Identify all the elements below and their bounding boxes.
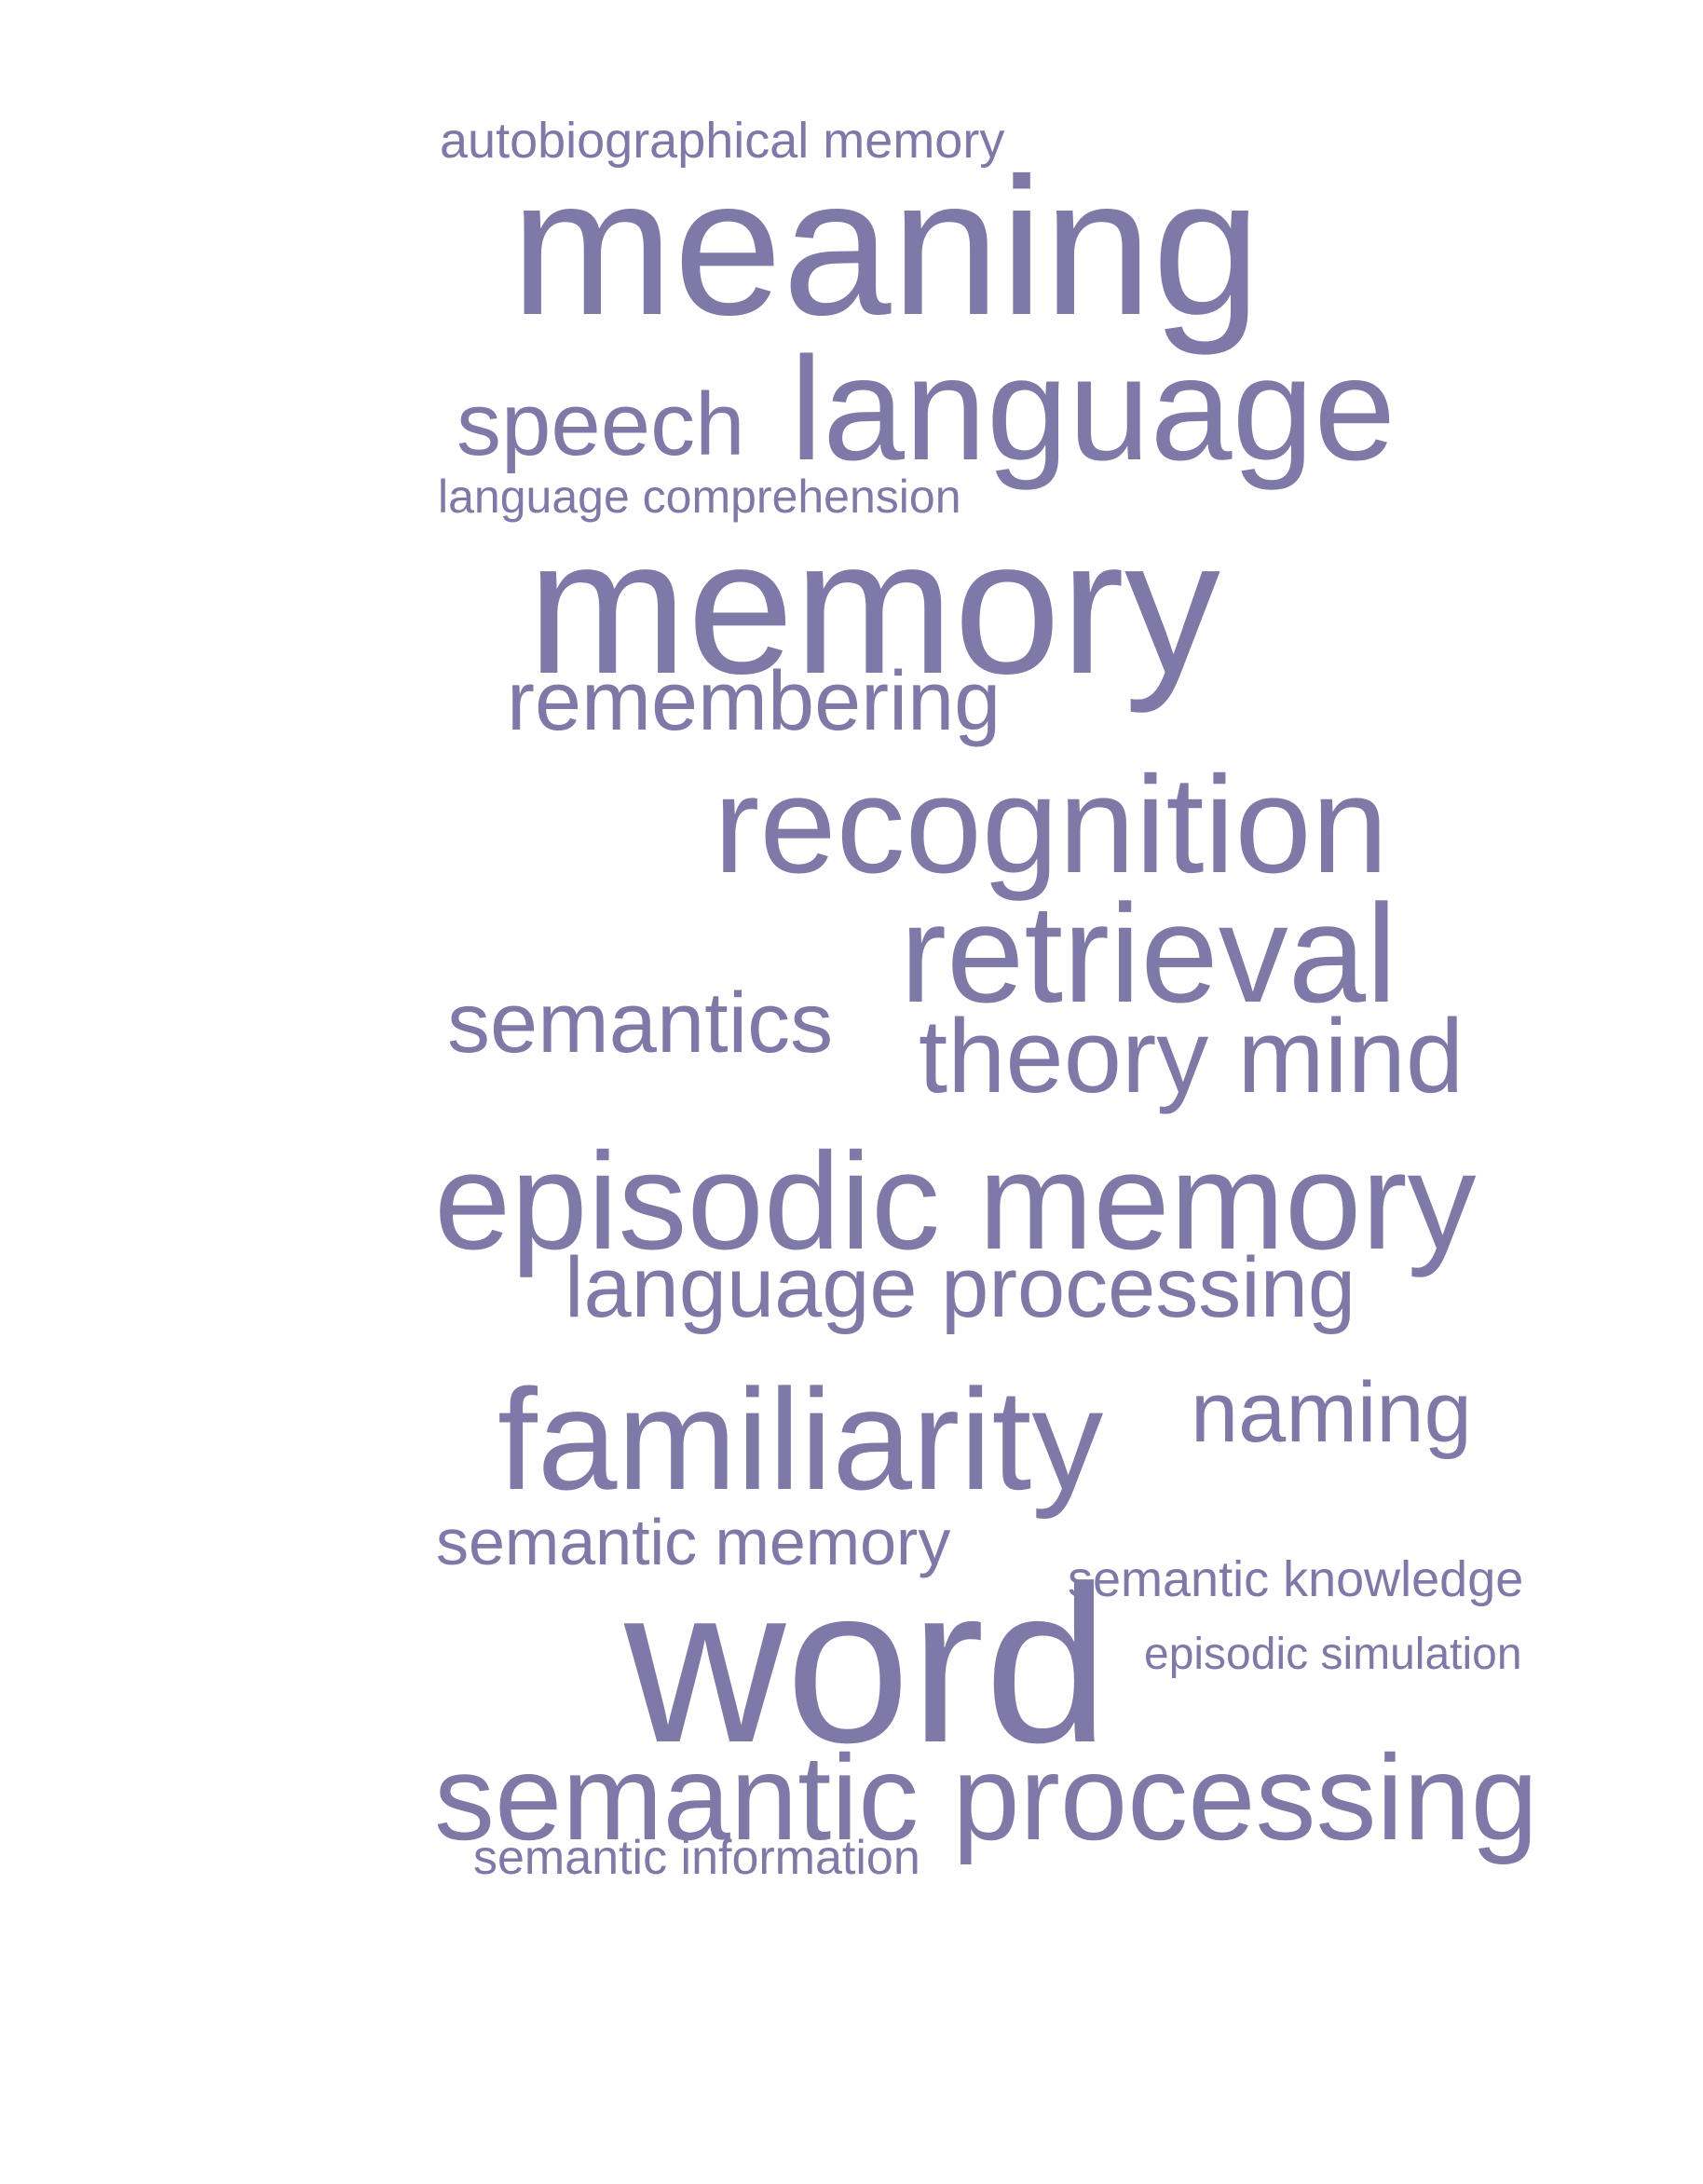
word-semantic-memory: semantic memory <box>436 1506 951 1578</box>
word-episodic-simulation: episodic simulation <box>1144 1630 1522 1679</box>
word-meaning: meaning <box>511 137 1261 356</box>
word-memory: memory <box>527 499 1220 714</box>
word-autobiographical-memory: autobiographical memory <box>440 113 1005 169</box>
word-word: word <box>624 1539 1110 1789</box>
word-semantic-information: semantic information <box>473 1831 920 1885</box>
word-episodic-memory: episodic memory <box>434 1125 1477 1278</box>
word-remembering: remembering <box>507 655 1001 748</box>
word-retrieval: retrieval <box>900 875 1397 1031</box>
word-language-comprehension: language comprehension <box>438 471 961 523</box>
word-semantics: semantics <box>447 976 834 1071</box>
word-semantic-processing: semantic processing <box>434 1729 1538 1865</box>
word-speech: speech <box>456 375 745 474</box>
word-naming: naming <box>1191 1365 1472 1460</box>
word-language: language <box>790 327 1396 491</box>
word-familiarity: familiarity <box>497 1359 1104 1520</box>
word-recognition: recognition <box>714 748 1389 902</box>
word-language-processing: language processing <box>565 1240 1356 1335</box>
word-semantic-knowledge: semantic knowledge <box>1068 1551 1524 1607</box>
word-theory-mind: theory mind <box>919 998 1465 1114</box>
